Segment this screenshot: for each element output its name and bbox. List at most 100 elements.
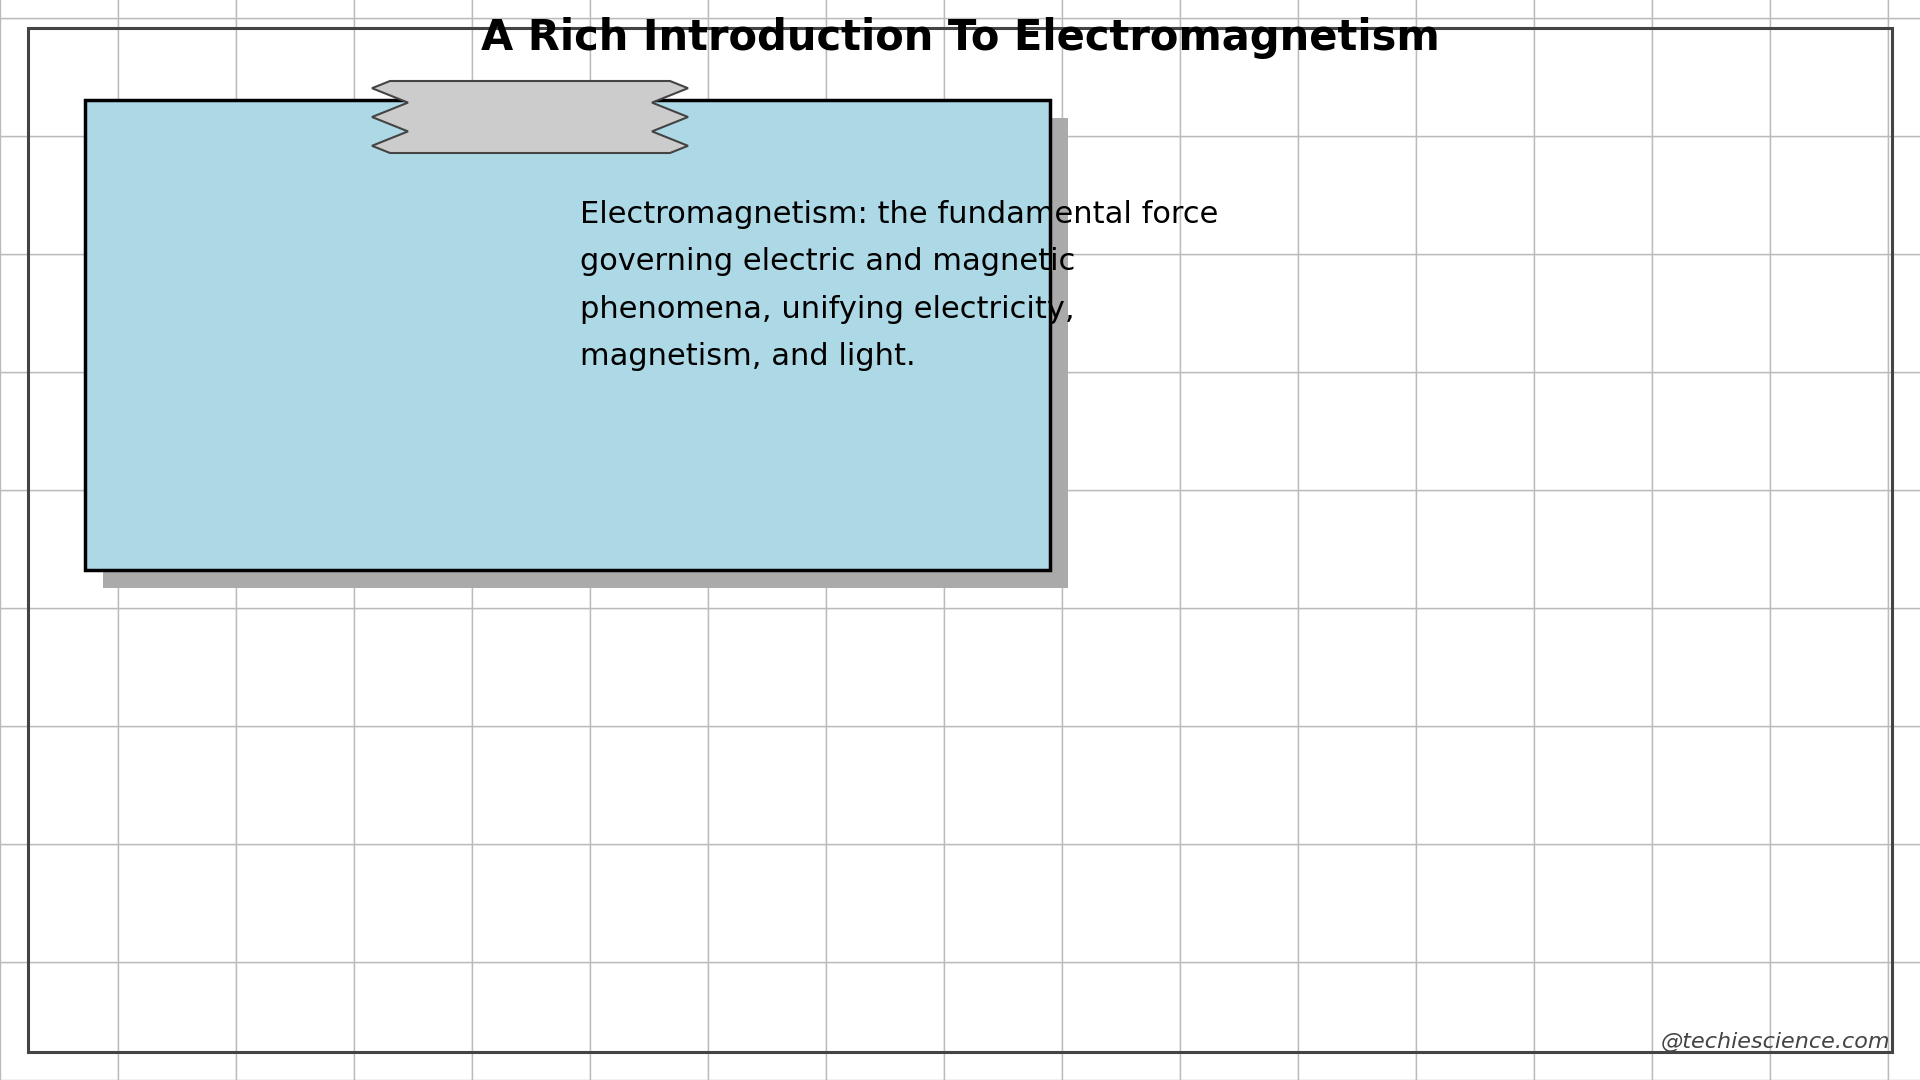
Bar	[708, 254, 826, 372]
Bar	[1534, 0, 1651, 18]
Bar	[0, 0, 117, 18]
Bar	[472, 254, 589, 372]
Bar	[589, 18, 708, 136]
Bar	[472, 0, 589, 18]
Bar	[1298, 18, 1417, 136]
Bar	[826, 254, 945, 372]
Bar	[1062, 18, 1181, 136]
Bar	[589, 0, 708, 18]
Bar	[472, 372, 589, 490]
Bar	[1534, 726, 1651, 843]
Bar	[1534, 254, 1651, 372]
Bar	[1062, 254, 1181, 372]
Bar	[0, 490, 117, 608]
Bar	[589, 726, 708, 843]
Bar	[1181, 490, 1298, 608]
Bar	[1887, 372, 1920, 490]
Bar	[1062, 372, 1181, 490]
Bar	[1770, 0, 1887, 18]
Bar	[1651, 18, 1770, 136]
Bar	[826, 372, 945, 490]
Bar	[945, 608, 1062, 726]
Bar	[472, 18, 589, 136]
Bar	[708, 136, 826, 254]
Bar	[1770, 726, 1887, 843]
Bar	[353, 254, 472, 372]
Bar	[117, 608, 236, 726]
Bar	[1417, 18, 1534, 136]
Bar	[1887, 0, 1920, 18]
Bar	[1534, 962, 1651, 1080]
Bar	[1651, 726, 1770, 843]
Bar	[945, 962, 1062, 1080]
Bar	[1770, 18, 1887, 136]
Bar	[472, 726, 589, 843]
Bar	[945, 0, 1062, 18]
Bar	[1417, 0, 1534, 18]
Bar	[1887, 254, 1920, 372]
Bar	[236, 254, 353, 372]
Bar	[0, 608, 117, 726]
Bar	[1651, 962, 1770, 1080]
Bar	[1062, 136, 1181, 254]
Bar	[1887, 962, 1920, 1080]
Text: Electromagnetism: the fundamental force
governing electric and magnetic
phenomen: Electromagnetism: the fundamental force …	[580, 200, 1219, 372]
Bar	[472, 490, 589, 608]
Bar	[117, 962, 236, 1080]
Bar	[1298, 254, 1417, 372]
Bar	[1298, 962, 1417, 1080]
Bar	[0, 962, 117, 1080]
Bar	[708, 726, 826, 843]
Bar	[1181, 372, 1298, 490]
Bar	[1181, 136, 1298, 254]
Bar	[353, 608, 472, 726]
Bar	[0, 136, 117, 254]
Bar	[1181, 608, 1298, 726]
Bar	[1298, 726, 1417, 843]
Bar	[117, 843, 236, 962]
Bar	[117, 726, 236, 843]
Bar	[945, 490, 1062, 608]
Bar	[1770, 843, 1887, 962]
Bar	[236, 490, 353, 608]
Bar	[945, 372, 1062, 490]
Bar	[1417, 726, 1534, 843]
Bar	[1651, 372, 1770, 490]
Bar	[353, 843, 472, 962]
Bar	[353, 726, 472, 843]
Bar	[826, 843, 945, 962]
Bar	[945, 18, 1062, 136]
Bar	[1887, 608, 1920, 726]
Bar	[117, 490, 236, 608]
Bar	[1651, 843, 1770, 962]
Bar	[1298, 608, 1417, 726]
Bar	[1298, 372, 1417, 490]
Bar	[353, 18, 472, 136]
Bar	[1534, 490, 1651, 608]
Bar	[1534, 843, 1651, 962]
Bar	[1534, 608, 1651, 726]
Bar	[353, 490, 472, 608]
Bar	[1417, 962, 1534, 1080]
Bar	[708, 490, 826, 608]
Bar	[589, 372, 708, 490]
Bar	[1417, 136, 1534, 254]
Polygon shape	[372, 81, 687, 153]
Text: @techiescience.com: @techiescience.com	[1661, 1032, 1889, 1052]
Bar	[1651, 0, 1770, 18]
Bar	[826, 18, 945, 136]
Bar	[1887, 18, 1920, 136]
Bar	[1770, 372, 1887, 490]
Bar	[1298, 0, 1417, 18]
Bar	[708, 0, 826, 18]
Bar	[353, 136, 472, 254]
Bar	[1298, 843, 1417, 962]
Bar	[708, 962, 826, 1080]
Bar	[708, 18, 826, 136]
Bar	[236, 0, 353, 18]
Bar	[1062, 726, 1181, 843]
Bar	[0, 843, 117, 962]
Bar	[589, 254, 708, 372]
Bar	[236, 18, 353, 136]
Bar	[1887, 490, 1920, 608]
